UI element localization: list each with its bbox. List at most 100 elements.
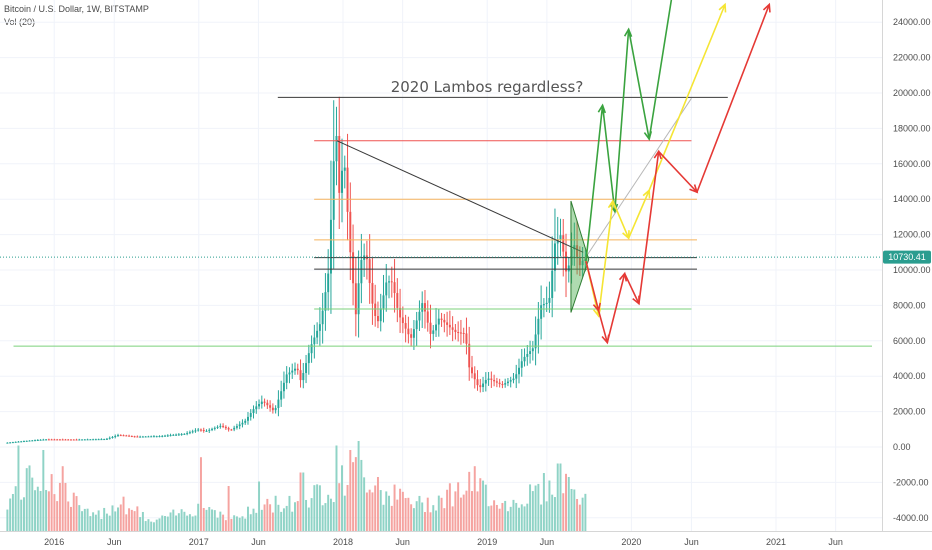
volume-bar (67, 501, 70, 531)
volume-bar (421, 502, 424, 531)
volume-bar (565, 473, 567, 531)
last-price-value: 10730.41 (888, 252, 926, 262)
candle-body (39, 439, 42, 441)
volume-bar (324, 503, 327, 531)
candle-body (454, 329, 457, 333)
green-path-arrowhead (623, 27, 633, 38)
candle-body (45, 439, 48, 441)
volume-bar (371, 492, 374, 531)
volume-bar (354, 457, 357, 531)
candle-body (388, 281, 391, 283)
volume-bar (294, 502, 296, 531)
candle-body (58, 439, 61, 441)
candle-body (282, 382, 285, 392)
volume-bar (155, 519, 158, 531)
candle-body (393, 282, 396, 294)
volume-bar (423, 512, 426, 531)
volume-bar (457, 482, 460, 531)
candle-body (246, 416, 249, 421)
candle-body (429, 322, 432, 334)
candle-body (426, 311, 429, 323)
candle-body (302, 373, 305, 381)
candle-body (578, 257, 581, 266)
candle-body (526, 354, 529, 357)
candle-body (515, 374, 518, 379)
volume-bar (211, 509, 214, 531)
volume-bar (307, 507, 310, 531)
volume-bar (274, 495, 277, 531)
candle-body (531, 348, 534, 352)
candle-body (368, 259, 371, 284)
volume-bar (47, 491, 50, 531)
candle-body (327, 273, 330, 293)
x-tick-label: 2018 (333, 537, 353, 547)
candle-body (451, 327, 454, 330)
volume-bar (202, 508, 205, 531)
candle-body (459, 332, 462, 334)
volume-bar (346, 484, 349, 531)
volume-bar (479, 478, 482, 531)
candle-body (155, 436, 158, 438)
candle-body (230, 429, 233, 431)
projection-line (582, 98, 692, 262)
y-tick-label: 4000.00 (893, 371, 926, 381)
candle-body (338, 135, 341, 193)
x-tick-label: Jun (828, 537, 843, 547)
volume-bar (540, 504, 543, 531)
y-tick-label: 12000.00 (893, 230, 931, 240)
candle-body (119, 435, 122, 437)
volume-bar (390, 505, 393, 531)
volume-bar (374, 485, 377, 531)
candle-body (213, 427, 216, 429)
candle-body (404, 323, 407, 329)
candle-body (211, 428, 214, 430)
volume-bar (255, 512, 258, 531)
candle-body (280, 391, 283, 400)
x-tick-label: 2017 (189, 537, 209, 547)
y-tick-label: 22000.00 (893, 53, 931, 63)
candle-body (175, 434, 178, 436)
chart-title: Bitcoin / U.S. Dollar, 1W, BITSTAMP (4, 4, 149, 14)
volume-bar (36, 486, 39, 531)
candle-body (172, 434, 175, 436)
volume-bar (310, 498, 313, 531)
candle-body (17, 441, 20, 443)
volume-bar (197, 503, 200, 531)
candle-body (352, 252, 355, 284)
volume-bar (161, 515, 164, 531)
candle-body (199, 429, 202, 431)
x-tick-label: Jun (540, 537, 555, 547)
candle-body (111, 436, 114, 438)
candle-body (376, 316, 379, 322)
yellow-path (585, 4, 726, 317)
candle-body (360, 259, 363, 284)
volume-bar (484, 484, 487, 531)
volume-bar (523, 506, 526, 531)
candle-body (122, 435, 125, 437)
y-tick-label: 10000.00 (893, 265, 931, 275)
candle-body (89, 439, 92, 441)
volume-bar (567, 477, 570, 531)
volume-bar (379, 490, 382, 531)
candle-body (86, 439, 89, 441)
candle-body (437, 318, 440, 325)
candle-body (520, 361, 523, 368)
candle-body (139, 436, 142, 438)
volume-bar (542, 473, 545, 531)
candle-body (407, 328, 410, 335)
candle-body (371, 283, 374, 304)
volume-bar (343, 495, 346, 531)
y-tick-label: -4000.00 (893, 513, 929, 523)
volume-bar (269, 504, 272, 531)
volume-bar (382, 504, 385, 531)
y-tick-label: 16000.00 (893, 159, 931, 169)
candle-body (92, 439, 95, 441)
candle-body (559, 235, 562, 240)
volume-bar (531, 491, 534, 531)
yellow-path-arrowhead (607, 199, 617, 209)
volume-bar (31, 477, 34, 531)
volume-bar (147, 519, 150, 531)
volume-bar (64, 482, 67, 531)
